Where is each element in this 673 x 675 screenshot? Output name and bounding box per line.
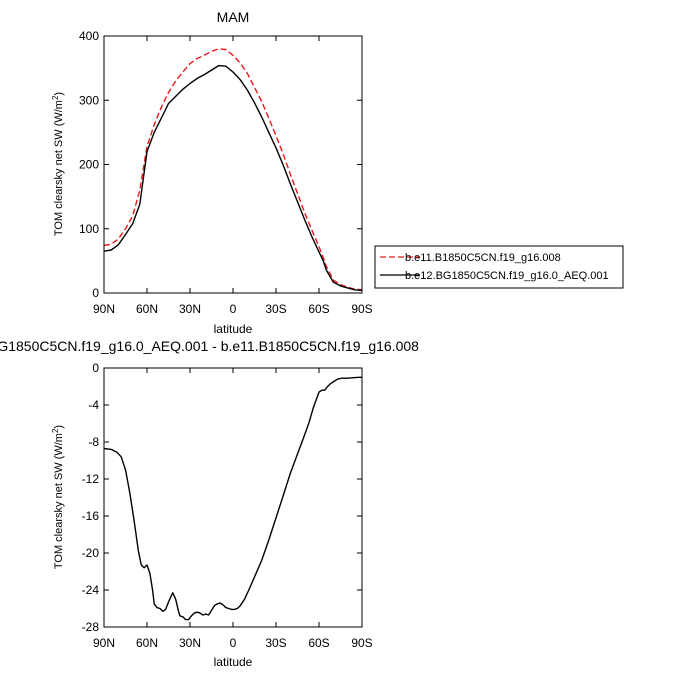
top-y-axis: 0 100 200 300 400 <box>79 29 362 300</box>
bottom-chart-title: b.e12.BG1850C5CN.f19_g16.0_AEQ.001 - b.e… <box>0 338 419 354</box>
bottom-y-tick-label: -20 <box>82 546 100 560</box>
top-x-tick-label: 30S <box>265 302 286 316</box>
bottom-y-axis-label: TOM clearsky net SW (W/m2) <box>51 425 65 569</box>
top-y-tick-label: 0 <box>92 286 99 300</box>
bottom-x-axis-label: latitude <box>214 655 253 669</box>
bottom-x-axis: 90N 60N 30N 0 30S 60S 90S <box>93 368 373 650</box>
bottom-series-line-0 <box>103 376 362 621</box>
top-y-tick-label: 200 <box>79 158 99 172</box>
bottom-plot-frame <box>103 367 363 628</box>
top-panel: MAM 0 100 200 300 400 90N 60N 30N 0 30S 60S 90S la… <box>51 9 373 336</box>
bottom-x-tick-label: 60N <box>136 636 158 650</box>
top-x-tick-label: 90N <box>93 302 115 316</box>
top-x-axis: 90N 60N 30N 0 30S 60S 90S <box>93 36 373 316</box>
top-plot-frame <box>103 35 363 294</box>
top-chart-title: MAM <box>217 9 250 25</box>
top-x-axis-label: latitude <box>214 322 253 336</box>
top-x-tick-label: 60S <box>308 302 329 316</box>
top-x-tick-label: 60N <box>136 302 158 316</box>
bottom-panel: b.e12.BG1850C5CN.f19_g16.0_AEQ.001 - b.e… <box>0 338 419 669</box>
legend: b.e11.B1850C5CN.f19_g16.008 b.e12.BG1850… <box>374 245 624 289</box>
bottom-x-tick-label: 0 <box>230 636 237 650</box>
top-series-group <box>103 48 363 292</box>
top-series-line-1 <box>103 64 363 292</box>
legend-label-control: b.e11.B1850C5CN.f19_g16.008 <box>405 252 561 264</box>
top-x-tick-label: 90S <box>351 302 372 316</box>
bottom-y-tick-label: 0 <box>92 361 99 375</box>
top-x-tick-label: 30N <box>179 302 201 316</box>
legend-box <box>374 245 624 289</box>
bottom-y-tick-label: -28 <box>82 620 100 634</box>
top-y-tick-label: 400 <box>79 29 99 43</box>
legend-label-experiment: b.e12.BG1850C5CN.f19_g16.0_AEQ.001 <box>405 270 609 282</box>
bottom-y-tick-label: -12 <box>82 472 100 486</box>
bottom-y-axis: 0 -4 -8 -12 -16 -20 -24 -28 <box>82 361 362 634</box>
top-x-tick-label: 0 <box>230 302 237 316</box>
top-y-axis-label: TOM clearsky net SW (W/m2) <box>51 92 65 236</box>
bottom-x-tick-label: 60S <box>308 636 329 650</box>
top-y-tick-label: 300 <box>79 93 99 107</box>
bottom-x-tick-label: 90N <box>93 636 115 650</box>
bottom-x-tick-label: 30S <box>265 636 286 650</box>
bottom-y-tick-label: -16 <box>82 509 100 523</box>
top-series-line-0 <box>103 48 363 291</box>
bottom-y-tick-label: -24 <box>82 583 100 597</box>
bottom-y-tick-label: -8 <box>88 435 99 449</box>
bottom-y-tick-label: -4 <box>88 398 99 412</box>
bottom-x-tick-label: 90S <box>351 636 372 650</box>
bottom-x-tick-label: 30N <box>179 636 201 650</box>
top-y-tick-label: 100 <box>79 222 99 236</box>
bottom-series-group <box>103 376 362 621</box>
